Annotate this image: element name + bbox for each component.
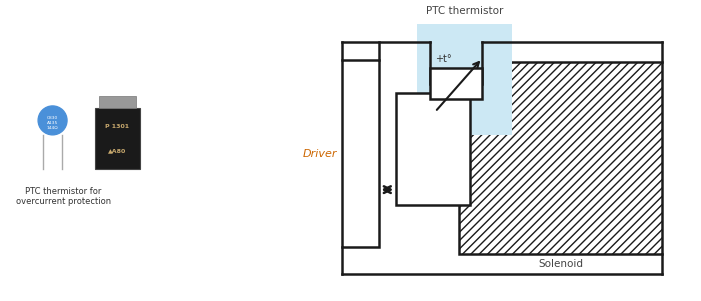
- Bar: [342, 60, 379, 247]
- Bar: [430, 68, 482, 99]
- Text: PTC thermistor: PTC thermistor: [426, 6, 503, 16]
- Bar: [95, 108, 140, 169]
- Bar: [459, 62, 662, 254]
- Text: Solenoid: Solenoid: [538, 259, 583, 269]
- Text: +t°: +t°: [435, 54, 451, 64]
- Circle shape: [38, 106, 67, 135]
- Text: Driver: Driver: [303, 148, 337, 159]
- Bar: [417, 24, 512, 135]
- Text: P 1301: P 1301: [105, 124, 130, 129]
- Text: ▲A80: ▲A80: [108, 148, 127, 153]
- Text: PTC thermistor for
overcurrent protection: PTC thermistor for overcurrent protectio…: [15, 187, 111, 206]
- Bar: [396, 93, 470, 205]
- Text: A135: A135: [47, 121, 58, 125]
- Text: C830: C830: [47, 116, 58, 119]
- Text: 144Ω: 144Ω: [47, 126, 58, 130]
- Bar: [100, 96, 136, 108]
